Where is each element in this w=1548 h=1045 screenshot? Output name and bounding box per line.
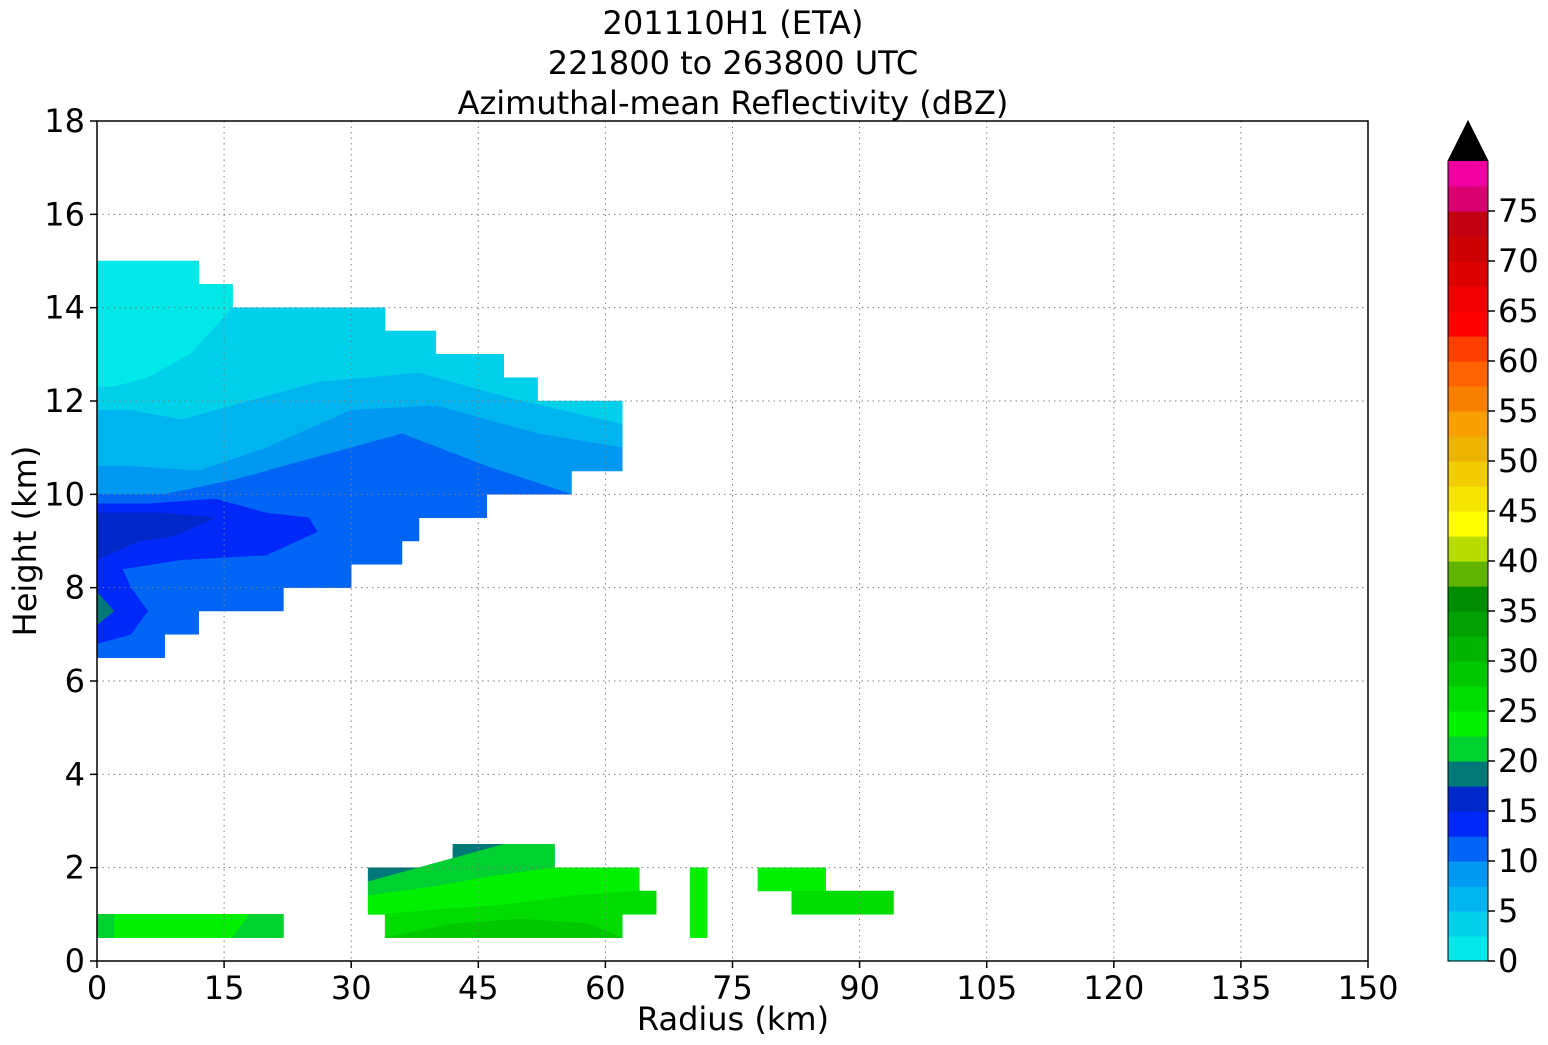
colorbar-segment [1448,836,1488,862]
colorbar-segment [1448,361,1488,387]
y-tick-label: 10 [44,475,85,513]
colorbar-segment [1448,736,1488,762]
grid-lines [97,121,1368,961]
colorbar-tick-label: 15 [1498,792,1539,830]
x-axis-label: Radius (km) [637,1000,829,1038]
colorbar-outline [1447,119,1489,962]
colorbar-segment [1448,886,1488,912]
contour-regions [96,260,894,939]
colorbar-segment [1448,411,1488,437]
colorbar-tick-label: 0 [1498,942,1518,980]
colorbar-segment [1448,436,1488,462]
colorbar-segment [1448,286,1488,312]
x-axis-ticks: 0 15 30 45 60 75 90 105 120 135 150 [87,961,1399,1007]
contour-dbz-22.5-25-right [791,890,894,915]
colorbar-tick-label: 70 [1498,242,1539,280]
colorbar-tick-label: 30 [1498,642,1539,680]
y-axis-ticks: 0 2 4 6 8 10 12 14 16 18 [44,102,97,980]
y-tick-label: 14 [44,289,85,327]
colorbar-segment [1448,686,1488,712]
chart-title-line-1: 201110H1 (ETA) [603,4,864,42]
x-tick-label: 105 [956,969,1017,1007]
colorbar-segment [1448,586,1488,612]
colorbar-segment [1448,636,1488,662]
contour-dbz-17.5-20-ground [96,914,115,938]
x-tick-label: 45 [458,969,499,1007]
contour-dbz-20-22.5-right [757,867,826,892]
colorbar-segment [1448,261,1488,287]
colorbar: 0 5 10 15 20 25 30 35 40 45 50 55 60 65 70 75 [1447,119,1539,980]
colorbar-segment [1448,236,1488,262]
colorbar-segment [1448,761,1488,787]
colorbar-tick-label: 75 [1498,192,1539,230]
colorbar-segment [1448,461,1488,487]
y-tick-label: 18 [44,102,85,140]
colorbar-segment [1448,936,1488,962]
colorbar-segment [1448,561,1488,587]
contour-dbz-17.5-20-ground-r [232,914,284,938]
colorbar-tick-label: 60 [1498,342,1539,380]
colorbar-tick-label: 5 [1498,892,1518,930]
colorbar-segment [1448,211,1488,237]
x-tick-label: 135 [1210,969,1271,1007]
x-tick-label: 60 [585,969,626,1007]
x-tick-label: 120 [1083,969,1144,1007]
colorbar-segment [1448,336,1488,362]
colorbar-tick-label: 55 [1498,392,1539,430]
colorbar-tick-label: 50 [1498,442,1539,480]
colorbar-segment [1448,186,1488,212]
chart-title-line-3: Azimuthal-mean Reflectivity (dBZ) [458,84,1009,122]
x-tick-label: 15 [204,969,245,1007]
y-tick-label: 6 [65,662,85,700]
y-tick-label: 0 [65,942,85,980]
y-axis-label: Height (km) [6,446,44,637]
colorbar-tick-label: 35 [1498,592,1539,630]
colorbar-extend-arrow [1448,121,1488,161]
y-tick-label: 4 [65,755,85,793]
colorbar-segment [1448,511,1488,537]
x-tick-label: 75 [712,969,753,1007]
colorbar-segment [1448,386,1488,412]
colorbar-tick-label: 25 [1498,692,1539,730]
y-tick-label: 2 [65,849,85,887]
colorbar-segment [1448,786,1488,812]
x-tick-label: 0 [87,969,107,1007]
colorbar-tick-label: 45 [1498,492,1539,530]
colorbar-tick-label: 20 [1498,742,1539,780]
colorbar-segment [1448,911,1488,937]
contour-dbz-25-27.5-low [385,918,623,938]
colorbar-segment [1448,861,1488,887]
contour-dbz-20-22.5-strip [689,867,708,938]
colorbar-segment [1448,611,1488,637]
y-tick-label: 12 [44,382,85,420]
colorbar-tick-label: 40 [1498,542,1539,580]
colorbar-segment [1448,311,1488,337]
chart-title-line-2: 221800 to 263800 UTC [548,44,918,82]
x-tick-label: 90 [839,969,880,1007]
colorbar-segment [1448,811,1488,837]
colorbar-tick-label: 10 [1498,842,1539,880]
x-tick-label: 150 [1337,969,1398,1007]
x-tick-label: 30 [331,969,372,1007]
colorbar-segment [1448,486,1488,512]
y-tick-label: 16 [44,195,85,233]
colorbar-segment [1448,536,1488,562]
colorbar-segment [1448,661,1488,687]
colorbar-tick-label: 65 [1498,292,1539,330]
y-tick-label: 8 [65,569,85,607]
colorbar-segment [1448,161,1488,187]
colorbar-segment [1448,711,1488,737]
